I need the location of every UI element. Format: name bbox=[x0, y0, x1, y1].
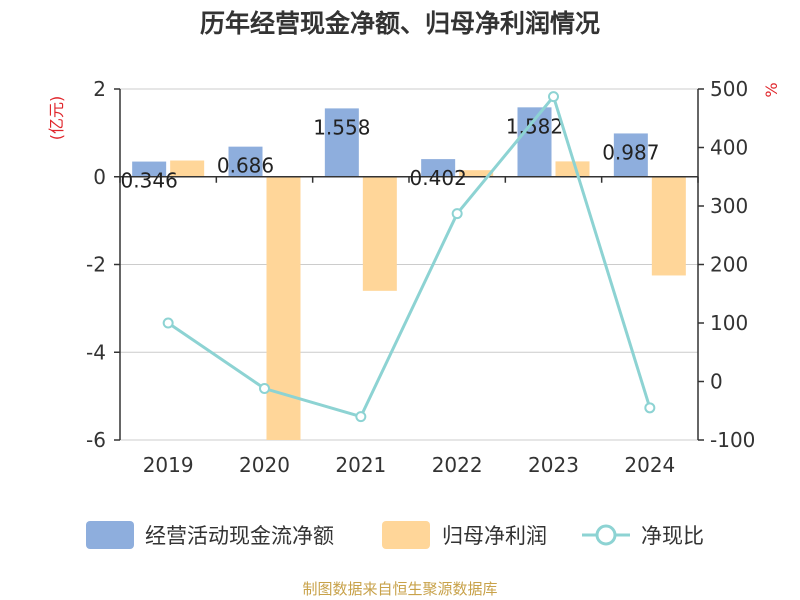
right-tick-label: 100 bbox=[710, 311, 748, 335]
bar-net-profit[interactable] bbox=[266, 176, 301, 440]
left-axis-unit: (亿元) bbox=[47, 96, 66, 141]
point-ratio[interactable] bbox=[355, 411, 367, 423]
data-source-note: 制图数据来自恒生聚源数据库 bbox=[302, 580, 497, 598]
bar-operating-cash-flow[interactable] bbox=[421, 159, 456, 177]
bar-operating-cash-flow[interactable] bbox=[132, 161, 167, 177]
right-tick-label: 500 bbox=[710, 77, 748, 101]
left-tick-label: 0 bbox=[93, 165, 106, 189]
bar-net-profit[interactable] bbox=[459, 170, 494, 177]
x-tick-label: 2023 bbox=[528, 453, 579, 477]
point-ratio[interactable] bbox=[644, 402, 656, 414]
bar-net-profit[interactable] bbox=[651, 176, 686, 276]
data-label: 0.402 bbox=[410, 166, 467, 190]
right-tick-label: 400 bbox=[710, 136, 748, 160]
bar-operating-cash-flow[interactable] bbox=[228, 146, 263, 177]
legend-marker-ratio[interactable] bbox=[595, 524, 617, 546]
legend-label-net-profit[interactable]: 归母净利润 bbox=[442, 524, 547, 548]
x-tick-label: 2022 bbox=[432, 453, 483, 477]
point-ratio[interactable] bbox=[548, 91, 559, 103]
line-ratio[interactable] bbox=[167, 93, 652, 419]
point-ratio[interactable] bbox=[259, 383, 270, 395]
bar-operating-cash-flow[interactable] bbox=[613, 133, 648, 177]
data-label: 0.987 bbox=[602, 140, 659, 164]
right-tick-label: -100 bbox=[710, 428, 755, 452]
legend-label-ratio[interactable]: 净现比 bbox=[641, 524, 704, 548]
left-tick-label: -4 bbox=[86, 340, 106, 364]
bar-net-profit[interactable] bbox=[555, 161, 590, 177]
point-ratio[interactable] bbox=[162, 317, 174, 329]
bar-operating-cash-flow[interactable] bbox=[324, 108, 359, 177]
right-axis-unit: % bbox=[762, 82, 781, 97]
legend-swatch-operating-cash-flow[interactable] bbox=[86, 521, 134, 549]
data-label: 1.558 bbox=[313, 115, 370, 139]
right-tick-label: 300 bbox=[710, 194, 748, 218]
left-tick-label: -6 bbox=[86, 428, 106, 452]
x-tick-label: 2024 bbox=[624, 453, 675, 477]
point-ratio[interactable] bbox=[451, 208, 463, 220]
bar-net-profit[interactable] bbox=[362, 176, 397, 291]
x-tick-label: 2019 bbox=[143, 453, 194, 477]
legend: 经营活动现金流净额 归母净利润 净现比 bbox=[86, 521, 704, 549]
data-label: 0.686 bbox=[217, 154, 274, 178]
right-tick-label: 200 bbox=[710, 253, 748, 277]
plot-area: 2 0 -2 -4 -6 500 400 300 200 100 0 -100 0.346 0.686 1.… bbox=[86, 77, 755, 477]
legend-swatch-net-profit[interactable] bbox=[382, 521, 430, 549]
chart-title: 历年经营现金净额、归母净利润情况 bbox=[200, 9, 600, 38]
x-tick-label: 2020 bbox=[239, 453, 290, 477]
legend-label-operating-cash-flow[interactable]: 经营活动现金流净额 bbox=[145, 524, 334, 548]
bar-net-profit[interactable] bbox=[170, 160, 205, 177]
x-tick-label: 2021 bbox=[335, 453, 386, 477]
right-tick-label: 0 bbox=[710, 370, 723, 394]
data-label: 0.346 bbox=[121, 169, 178, 193]
left-tick-label: -2 bbox=[86, 253, 106, 277]
left-tick-label: 2 bbox=[93, 77, 106, 101]
